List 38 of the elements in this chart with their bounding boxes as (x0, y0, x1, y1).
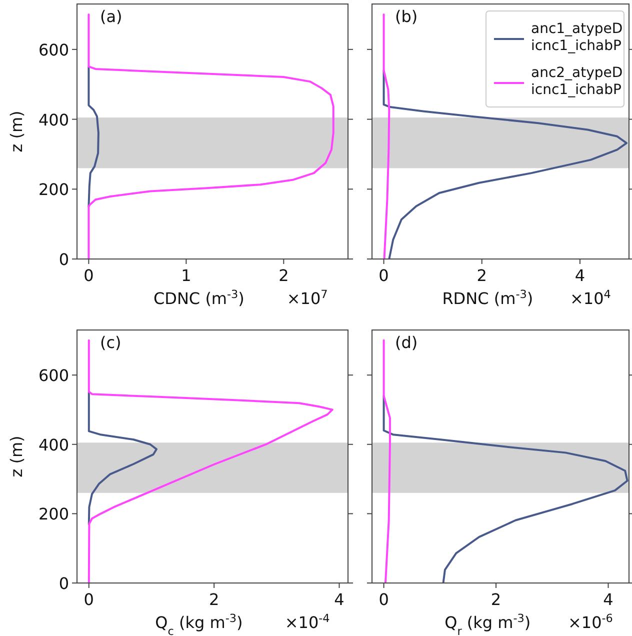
x-tick-label: 0 (84, 590, 94, 609)
x-tick-label: 1 (181, 266, 192, 285)
x-tick-label: 2 (208, 590, 220, 609)
text: ×10$^{-6}$ (568, 612, 613, 632)
x-tick-label: 0 (378, 266, 389, 285)
legend-label: anc2_atypeD icnc1_ichabP (531, 65, 623, 98)
x-tick-label: 4 (603, 590, 614, 609)
x-axis-title: Q$_{r}$ (kg m$^{-3}$) (444, 612, 531, 636)
annotation: (d) (395, 333, 418, 352)
x-tick-label: 2 (490, 590, 502, 609)
y-axis-title: z (m) (7, 110, 26, 152)
x-tick-label: 4 (334, 590, 344, 609)
y-tick-label: 0 (58, 574, 69, 593)
annotation: (a) (100, 7, 122, 26)
y-tick-label: 0 (58, 250, 69, 269)
line-series (88, 66, 100, 208)
annotation: (c) (100, 333, 122, 352)
y-axis-title: z (m) (7, 436, 26, 478)
x-axis-title: CDNC (m$^{-3}$) (153, 288, 244, 308)
y-tick-label: 400 (38, 110, 69, 130)
y-tick-label: 400 (38, 435, 69, 454)
x-tick-label: 2 (278, 266, 289, 285)
text: ×10$^{4}$ (570, 288, 611, 308)
line-series (88, 391, 158, 526)
x-axis-title: Q$_{c}$ (kg m$^{-3}$) (155, 612, 243, 636)
text: ×10$^{7}$ (286, 288, 328, 308)
x-tick-label: 2 (476, 266, 487, 285)
x-tick-label: 4 (574, 266, 586, 285)
y-tick-label: 200 (38, 504, 69, 524)
text: ×10$^{-4}$ (284, 612, 330, 632)
x-tick-label: 0 (378, 590, 389, 609)
y-tick-label: 600 (38, 40, 69, 60)
y-tick-label: 600 (38, 366, 69, 386)
x-axis-title: RDNC (m$^{-3}$) (442, 288, 534, 308)
x-tick-label: 0 (84, 266, 94, 285)
annotation: (b) (395, 7, 418, 26)
legend-label: anc1_atypeD icnc1_ichabP (531, 21, 623, 54)
y-tick-label: 200 (38, 180, 69, 200)
